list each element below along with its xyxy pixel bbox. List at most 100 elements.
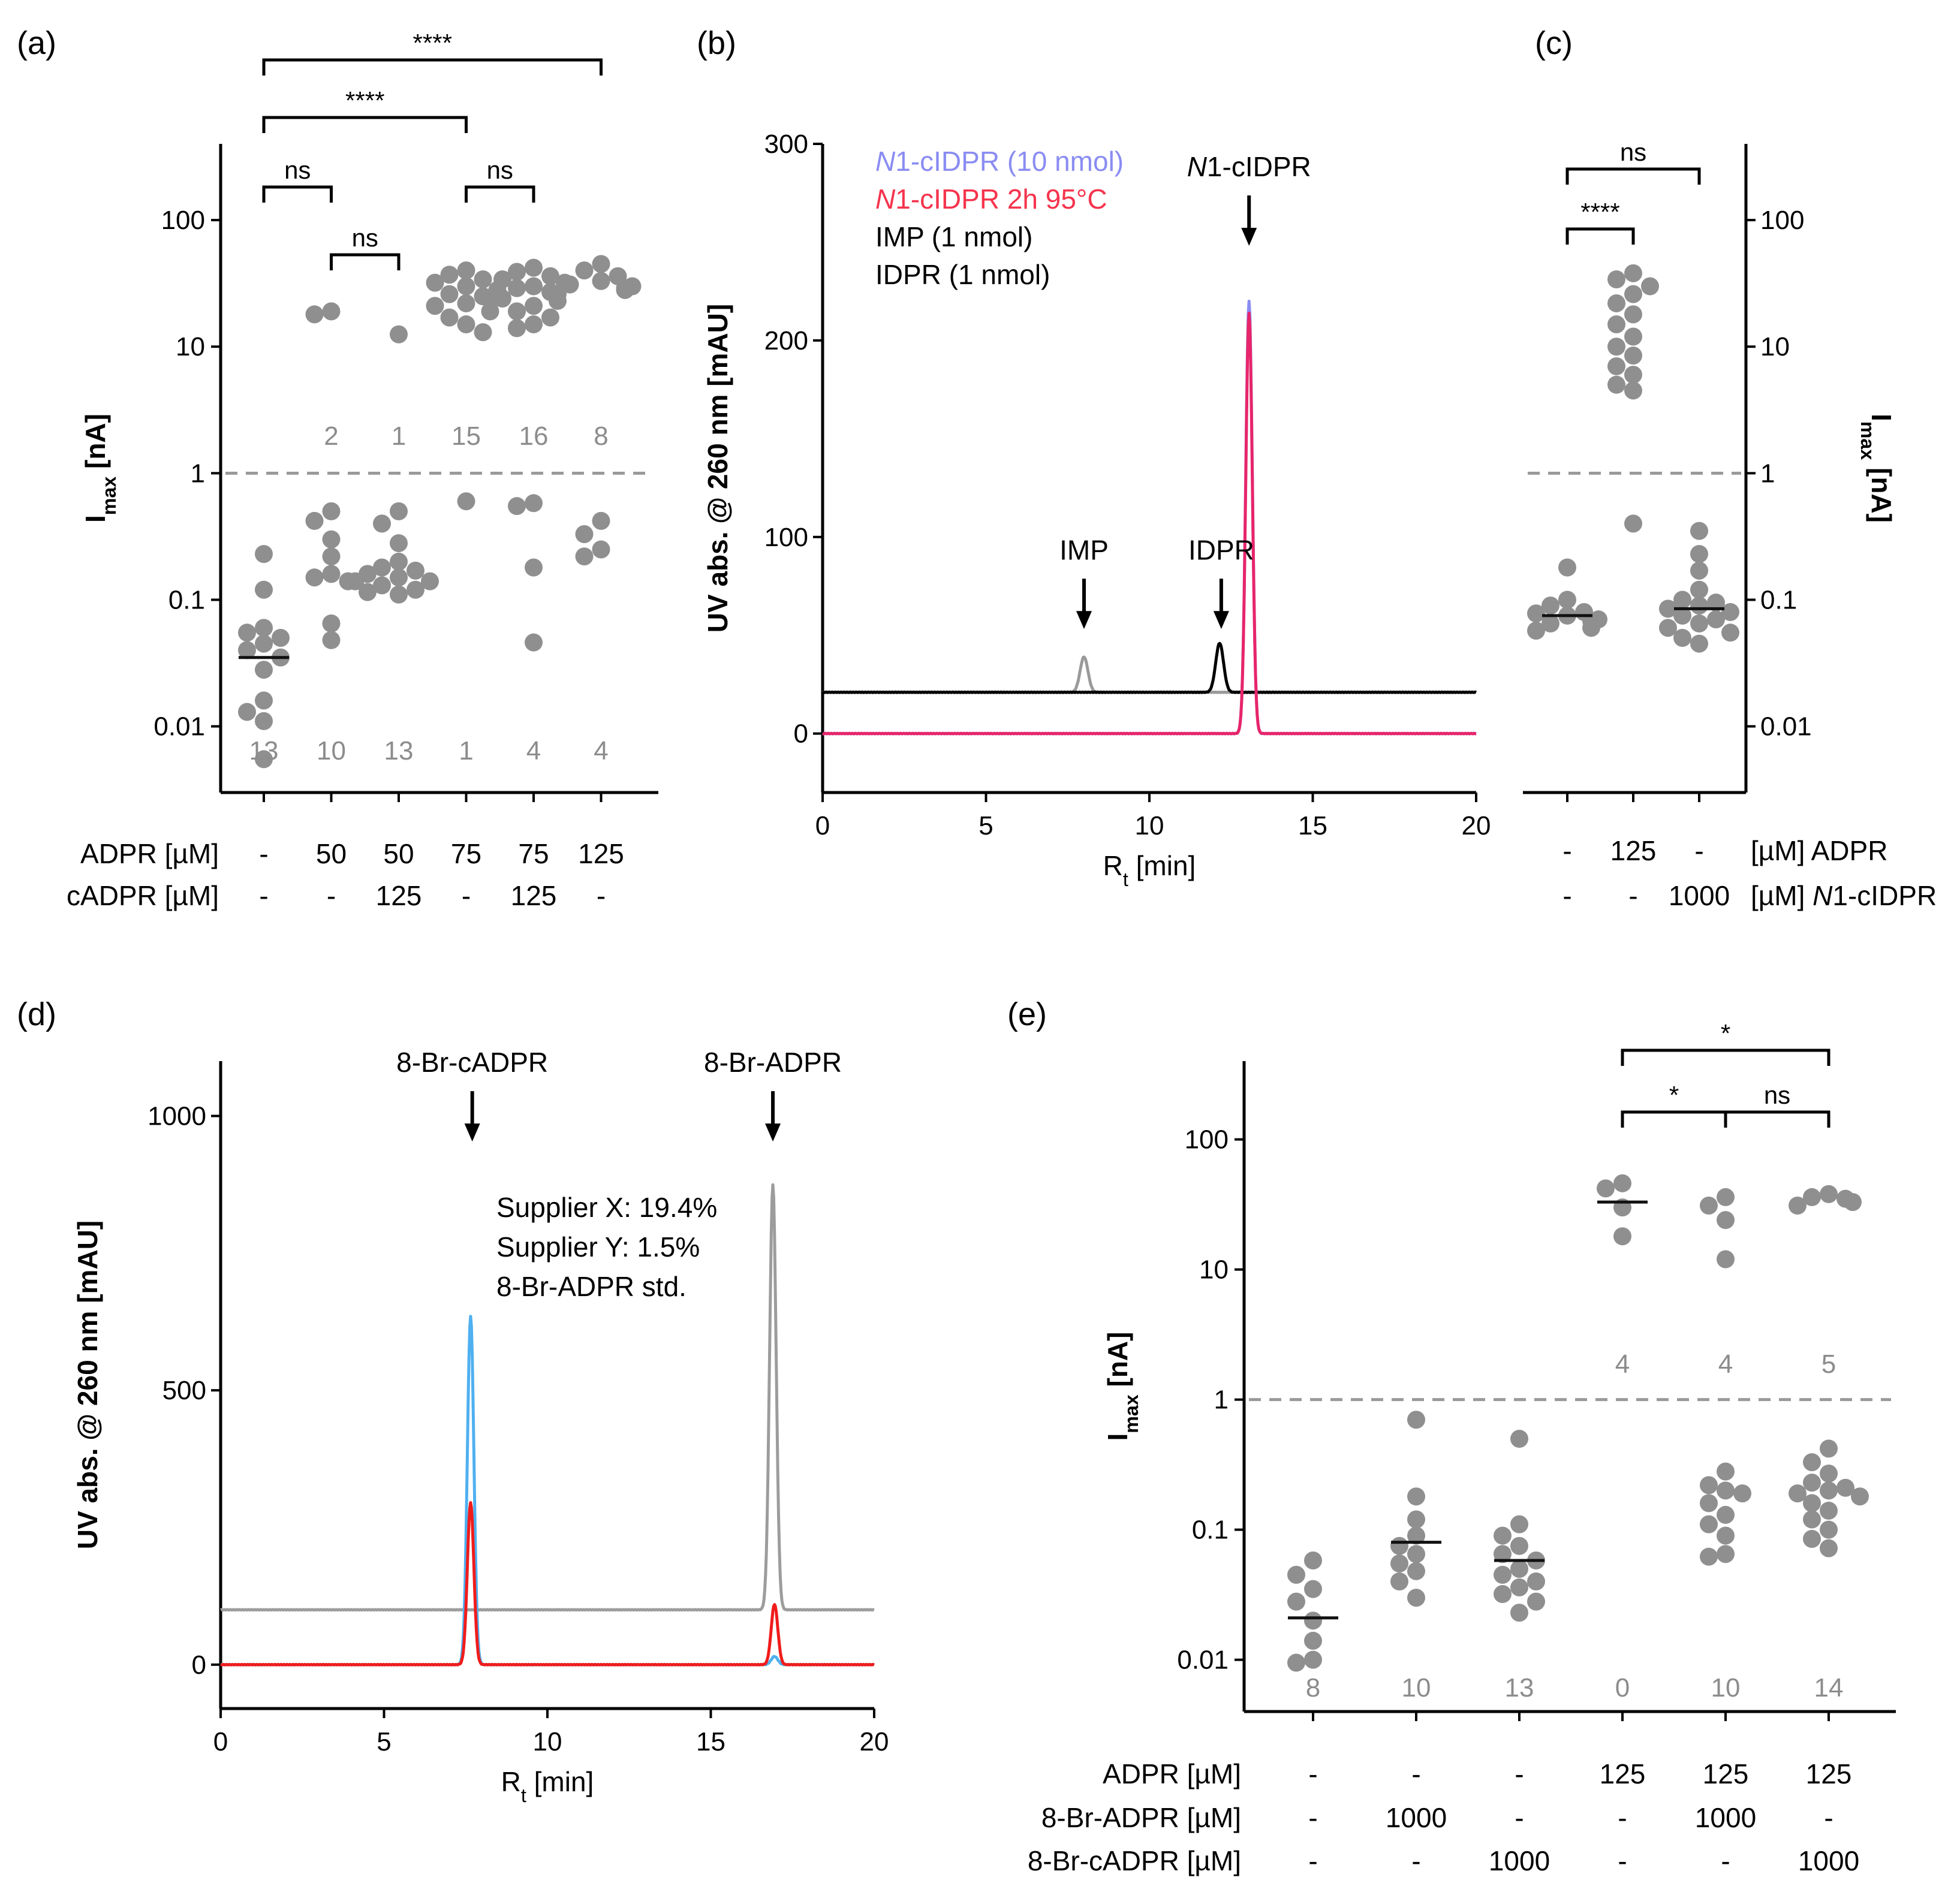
data-point xyxy=(1641,277,1659,296)
data-point xyxy=(525,315,543,334)
legend-entry-part: N xyxy=(875,146,896,177)
data-point xyxy=(322,502,341,520)
data-point xyxy=(407,561,424,580)
data-point xyxy=(1527,622,1545,640)
significance-bracket xyxy=(262,185,333,203)
y-axis-label-part: max xyxy=(98,477,120,516)
data-point xyxy=(390,502,408,520)
row-label: 8-Br-ADPR [µM] xyxy=(1041,1802,1241,1833)
data-point xyxy=(1700,1547,1718,1566)
legend-entry: N1-cIDPR 2h 95°C xyxy=(875,183,1107,215)
data-point xyxy=(1607,294,1625,312)
significance-bracket xyxy=(1724,1110,1830,1128)
peak-label: IMP xyxy=(1059,534,1109,565)
data-point xyxy=(508,279,526,297)
data-point xyxy=(481,289,499,308)
legend-entry-part: N xyxy=(875,183,896,215)
data-point xyxy=(592,540,610,559)
y-tick-label: 10 xyxy=(1199,1255,1229,1285)
series-line xyxy=(821,641,1477,694)
y-tick-label: 10 xyxy=(176,332,205,361)
condition-value: - xyxy=(1515,1802,1524,1833)
data-point xyxy=(1390,1536,1408,1555)
peak-label: IDPR xyxy=(1188,534,1254,565)
significance-bracket xyxy=(1565,167,1701,185)
data-point xyxy=(1613,1227,1631,1246)
data-point xyxy=(1673,590,1691,609)
data-point xyxy=(1287,1565,1305,1584)
row-label: ADPR [µM] xyxy=(80,838,219,869)
y-tick-label: 1 xyxy=(1760,459,1775,488)
y-axis-label-part: I xyxy=(1102,1433,1133,1441)
legend-entry: N1-cIDPR (10 nmol) xyxy=(875,146,1124,177)
significance-bracket xyxy=(1621,1110,1727,1128)
x-axis-label-part: R xyxy=(1103,850,1123,881)
data-point xyxy=(255,619,273,637)
data-point xyxy=(1717,1250,1735,1269)
condition-value: - xyxy=(1562,880,1571,911)
data-point xyxy=(440,285,459,303)
y-tick-label: 0.1 xyxy=(1760,585,1797,614)
series-line xyxy=(821,655,1477,694)
data-point xyxy=(359,565,377,583)
data-point xyxy=(1700,1476,1718,1495)
data-point xyxy=(1820,1481,1838,1500)
condition-value: 125 xyxy=(1610,835,1657,866)
data-point xyxy=(1304,1611,1322,1630)
condition-value: 75 xyxy=(518,838,549,869)
panel-label: (d) xyxy=(17,996,56,1032)
row-label-part: [µM] xyxy=(1751,880,1813,911)
data-point xyxy=(1582,619,1600,637)
data-point xyxy=(1541,614,1559,632)
y-tick-label: 100 xyxy=(1185,1125,1229,1155)
data-point xyxy=(1607,270,1625,289)
condition-value: - xyxy=(259,880,268,911)
data-point xyxy=(1407,1589,1425,1607)
data-point xyxy=(525,633,543,652)
data-point xyxy=(1690,561,1708,580)
data-point xyxy=(1659,599,1677,618)
data-point xyxy=(1820,1465,1838,1483)
data-point xyxy=(1304,1580,1322,1598)
panel-label: (c) xyxy=(1535,25,1573,61)
y-axis-label-part: I xyxy=(1866,414,1897,421)
data-point xyxy=(359,583,377,601)
data-point xyxy=(1700,1494,1718,1513)
data-point xyxy=(1820,1520,1838,1539)
series-line xyxy=(821,311,1477,736)
condition-value: - xyxy=(1411,1845,1420,1876)
condition-value: - xyxy=(1618,1802,1627,1833)
condition-value: - xyxy=(1694,835,1703,866)
y-tick-label: 0.01 xyxy=(1177,1646,1229,1675)
y-axis-label-part: [nA] xyxy=(80,414,111,477)
data-point xyxy=(1690,634,1708,653)
n-below-count: 4 xyxy=(594,736,608,766)
n-below-count: 10 xyxy=(1402,1673,1431,1703)
x-axis-label-part: [min] xyxy=(526,1766,594,1797)
data-point xyxy=(255,750,273,769)
data-point xyxy=(575,547,594,566)
data-point xyxy=(390,534,408,553)
n-above-count: 4 xyxy=(1615,1349,1630,1379)
data-point xyxy=(1803,1510,1821,1529)
y-tick-label: 1000 xyxy=(147,1102,206,1131)
significance-label: ns xyxy=(1620,138,1646,166)
data-point xyxy=(1690,545,1708,564)
data-point xyxy=(1844,1193,1862,1212)
data-point xyxy=(457,261,475,280)
data-point xyxy=(1510,1536,1528,1555)
data-point xyxy=(525,494,543,513)
panel-a: 0.01 0.1 1 10 100 Imax [nA] 13 - - 2 10 50 - 1 13 50 125… xyxy=(17,25,658,911)
condition-value: - xyxy=(259,838,268,869)
data-point xyxy=(541,308,559,327)
y-axis-label: Imax [nA] xyxy=(1102,1332,1142,1441)
significance-bracket xyxy=(1565,227,1635,245)
data-point xyxy=(440,266,459,284)
data-point xyxy=(1700,1515,1718,1534)
n-below-count: 10 xyxy=(317,736,346,766)
data-point xyxy=(1494,1585,1512,1604)
panel-label: (b) xyxy=(697,25,736,61)
n-below-count: 10 xyxy=(1711,1673,1741,1703)
panel-c: 0.01 0.1 1 10 100 Imax [nA] - - 125 - - 1000 [µM] AD… xyxy=(1523,25,1937,911)
